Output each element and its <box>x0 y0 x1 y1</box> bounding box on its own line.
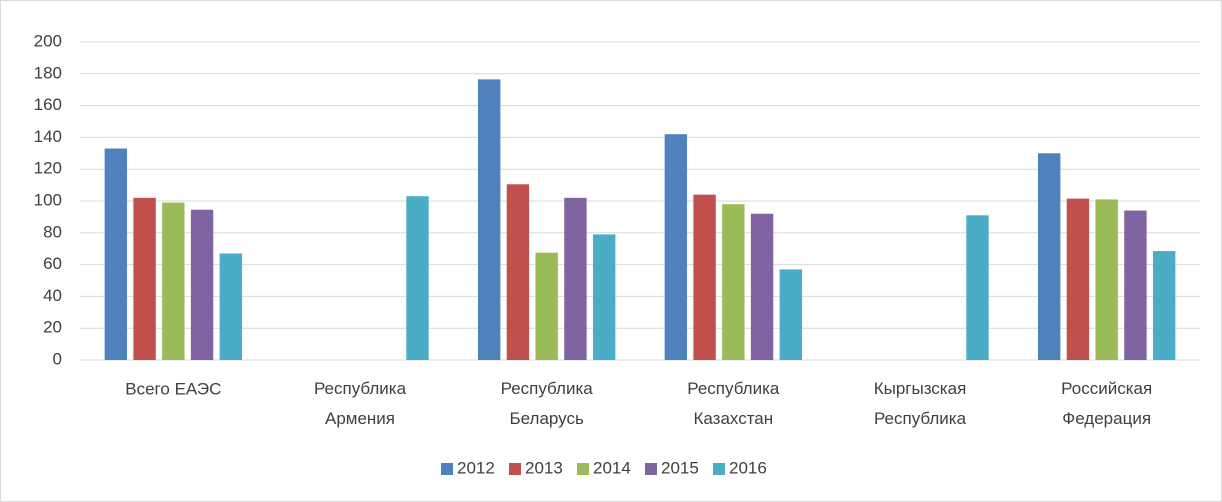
bar <box>1066 198 1090 360</box>
legend-swatch <box>713 463 725 475</box>
bar <box>219 253 243 360</box>
y-tick-label: 160 <box>34 95 62 114</box>
bar <box>162 202 185 360</box>
legend-label: 2013 <box>525 458 563 477</box>
x-tick-label: Кыргызская Республика <box>874 379 967 428</box>
x-tick-label: Республика Армения <box>314 379 407 428</box>
x-tick-label: Всего ЕАЭС <box>125 379 221 398</box>
legend-label: 2015 <box>661 458 699 477</box>
legend-label: 2016 <box>729 458 767 477</box>
y-tick-label: 140 <box>34 127 62 146</box>
bar <box>693 194 716 360</box>
bar <box>1037 153 1061 360</box>
y-tick-label: 0 <box>53 349 62 368</box>
y-tick-label: 80 <box>43 222 62 241</box>
y-tick-label: 100 <box>34 190 62 209</box>
bar <box>506 184 530 360</box>
legend-swatch <box>577 463 589 475</box>
y-tick-label: 200 <box>34 31 62 50</box>
bar <box>750 213 774 360</box>
bar <box>190 209 214 360</box>
bar <box>535 252 558 360</box>
y-tick-label: 40 <box>43 286 62 305</box>
legend-label: 2012 <box>457 458 495 477</box>
bar <box>664 134 688 360</box>
legend-swatch <box>645 463 657 475</box>
bar <box>133 197 156 360</box>
x-tick-label: Республика Беларусь <box>501 379 594 428</box>
legend-swatch <box>441 463 453 475</box>
bar <box>1152 251 1176 360</box>
x-tick-label: Российская Федерация <box>1061 379 1152 428</box>
bar <box>564 197 587 360</box>
bar <box>1095 199 1118 360</box>
bar <box>722 204 745 360</box>
bar <box>477 79 501 361</box>
bar <box>406 196 429 360</box>
y-tick-label: 60 <box>43 254 62 273</box>
x-tick-label: Республика Казахстан <box>687 379 780 428</box>
legend-label: 2014 <box>593 458 631 477</box>
bar <box>966 215 989 360</box>
legend-swatch <box>509 463 521 475</box>
bar <box>1124 210 1147 360</box>
y-tick-label: 180 <box>34 63 62 82</box>
bar <box>592 234 616 360</box>
bar <box>104 148 128 360</box>
y-tick-label: 120 <box>34 159 62 178</box>
y-tick-label: 20 <box>43 318 62 337</box>
bar <box>779 269 803 360</box>
